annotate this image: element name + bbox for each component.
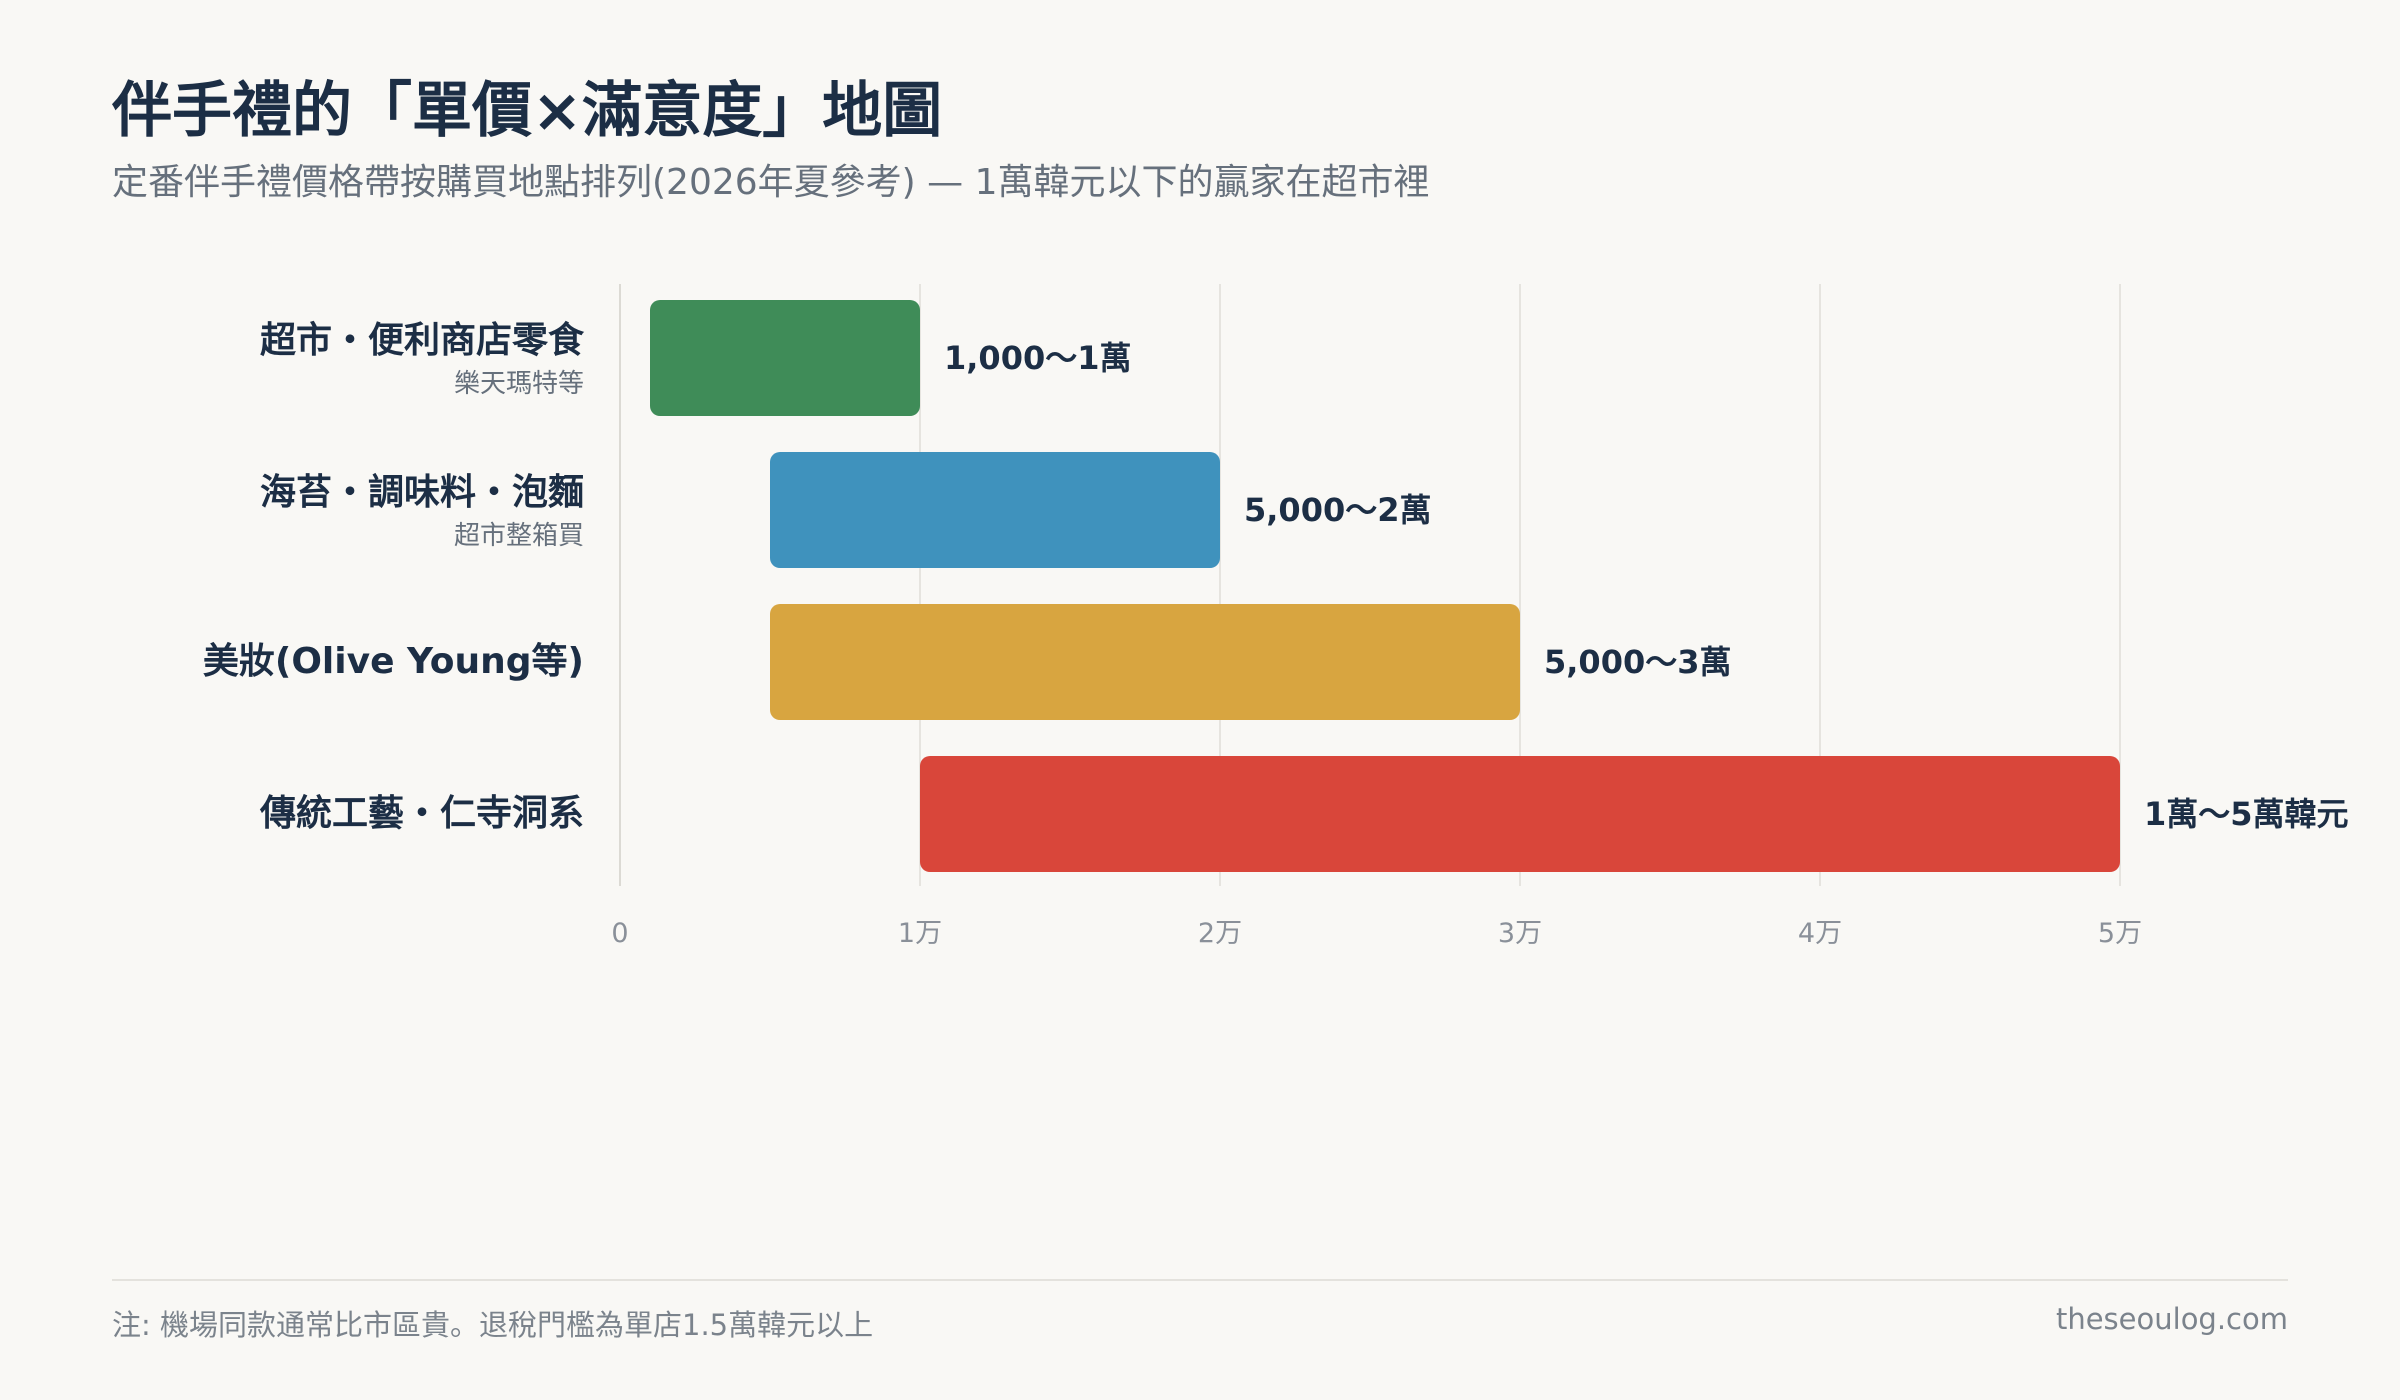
range-bar xyxy=(770,452,1220,568)
footer-divider xyxy=(112,1279,2288,1281)
range-bar xyxy=(650,300,920,416)
bar-value-label: 1萬〜5萬韓元 xyxy=(2144,795,2349,833)
category-sublabel: 樂天瑪特等 xyxy=(454,369,584,399)
range-bar xyxy=(770,604,1520,720)
chart-title: 伴手禮的「單價×滿意度」地圖 xyxy=(112,76,943,146)
x-tick-label: 5万 xyxy=(2098,918,2142,949)
bar-value-label: 1,000〜1萬 xyxy=(944,339,1132,377)
footer-note: 注: 機場同款通常比市區貴。退稅門檻為單店1.5萬韓元以上 xyxy=(112,1308,874,1342)
bar-value-label: 5,000〜2萬 xyxy=(1244,491,1432,529)
x-tick-label: 2万 xyxy=(1198,918,1242,949)
x-tick-label: 4万 xyxy=(1798,918,1842,949)
chart-subtitle: 定番伴手禮價格帶按購買地點排列(2026年夏參考) — 1萬韓元以下的贏家在超市… xyxy=(112,162,1430,203)
bar-value-label: 5,000〜3萬 xyxy=(1544,643,1732,681)
x-tick-label: 0 xyxy=(611,918,628,949)
footer-site-link[interactable]: theseoulog.com xyxy=(2055,1302,2288,1336)
x-tick-label: 3万 xyxy=(1498,918,1542,949)
category-label: 美妝(Olive Young等) xyxy=(203,641,584,682)
category-sublabel: 超市整箱買 xyxy=(454,521,584,551)
x-tick-label: 1万 xyxy=(898,918,942,949)
category-label: 超市・便利商店零食 xyxy=(260,320,585,361)
category-label: 海苔・調味料・泡麵 xyxy=(260,472,584,513)
category-label: 傳統工藝・仁寺洞系 xyxy=(259,793,584,834)
range-bar xyxy=(920,756,2120,872)
